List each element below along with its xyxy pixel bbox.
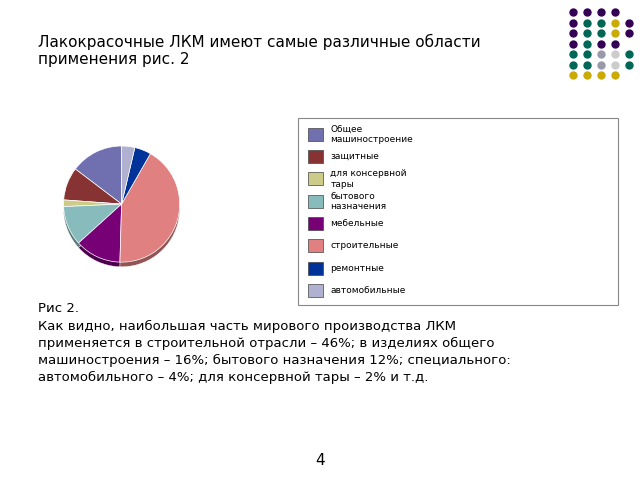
Text: 4: 4 [315, 453, 325, 468]
Wedge shape [64, 169, 122, 204]
Text: Общее
машиностроение: Общее машиностроение [330, 125, 413, 144]
FancyBboxPatch shape [308, 195, 323, 208]
Wedge shape [79, 204, 122, 262]
Wedge shape [63, 204, 122, 243]
Text: ремонтные: ремонтные [330, 264, 384, 273]
FancyBboxPatch shape [308, 284, 323, 297]
Text: защитные: защитные [330, 152, 379, 161]
Wedge shape [120, 154, 180, 262]
Text: автомобильные: автомобильные [330, 286, 406, 295]
Wedge shape [122, 147, 150, 204]
Wedge shape [63, 209, 122, 248]
Wedge shape [120, 158, 180, 267]
FancyBboxPatch shape [308, 172, 323, 185]
Text: Рис 2.
Как видно, наибольшая часть мирового производства ЛКМ
применяется в строи: Рис 2. Как видно, наибольшая часть миров… [38, 302, 511, 384]
FancyBboxPatch shape [308, 217, 323, 230]
Wedge shape [76, 146, 122, 204]
Wedge shape [79, 209, 122, 267]
Text: Лакокрасочные ЛКМ имеют самые различные области
применения рис. 2: Лакокрасочные ЛКМ имеют самые различные … [38, 34, 481, 67]
Text: бытового
назначения: бытового назначения [330, 192, 387, 211]
FancyBboxPatch shape [308, 262, 323, 275]
Wedge shape [63, 200, 122, 206]
FancyBboxPatch shape [308, 240, 323, 252]
FancyBboxPatch shape [308, 128, 323, 141]
Text: строительные: строительные [330, 241, 399, 251]
Text: мебельные: мебельные [330, 219, 384, 228]
FancyBboxPatch shape [298, 118, 618, 305]
FancyBboxPatch shape [308, 150, 323, 163]
Text: для консервной
тары: для консервной тары [330, 169, 407, 189]
Wedge shape [122, 146, 135, 204]
